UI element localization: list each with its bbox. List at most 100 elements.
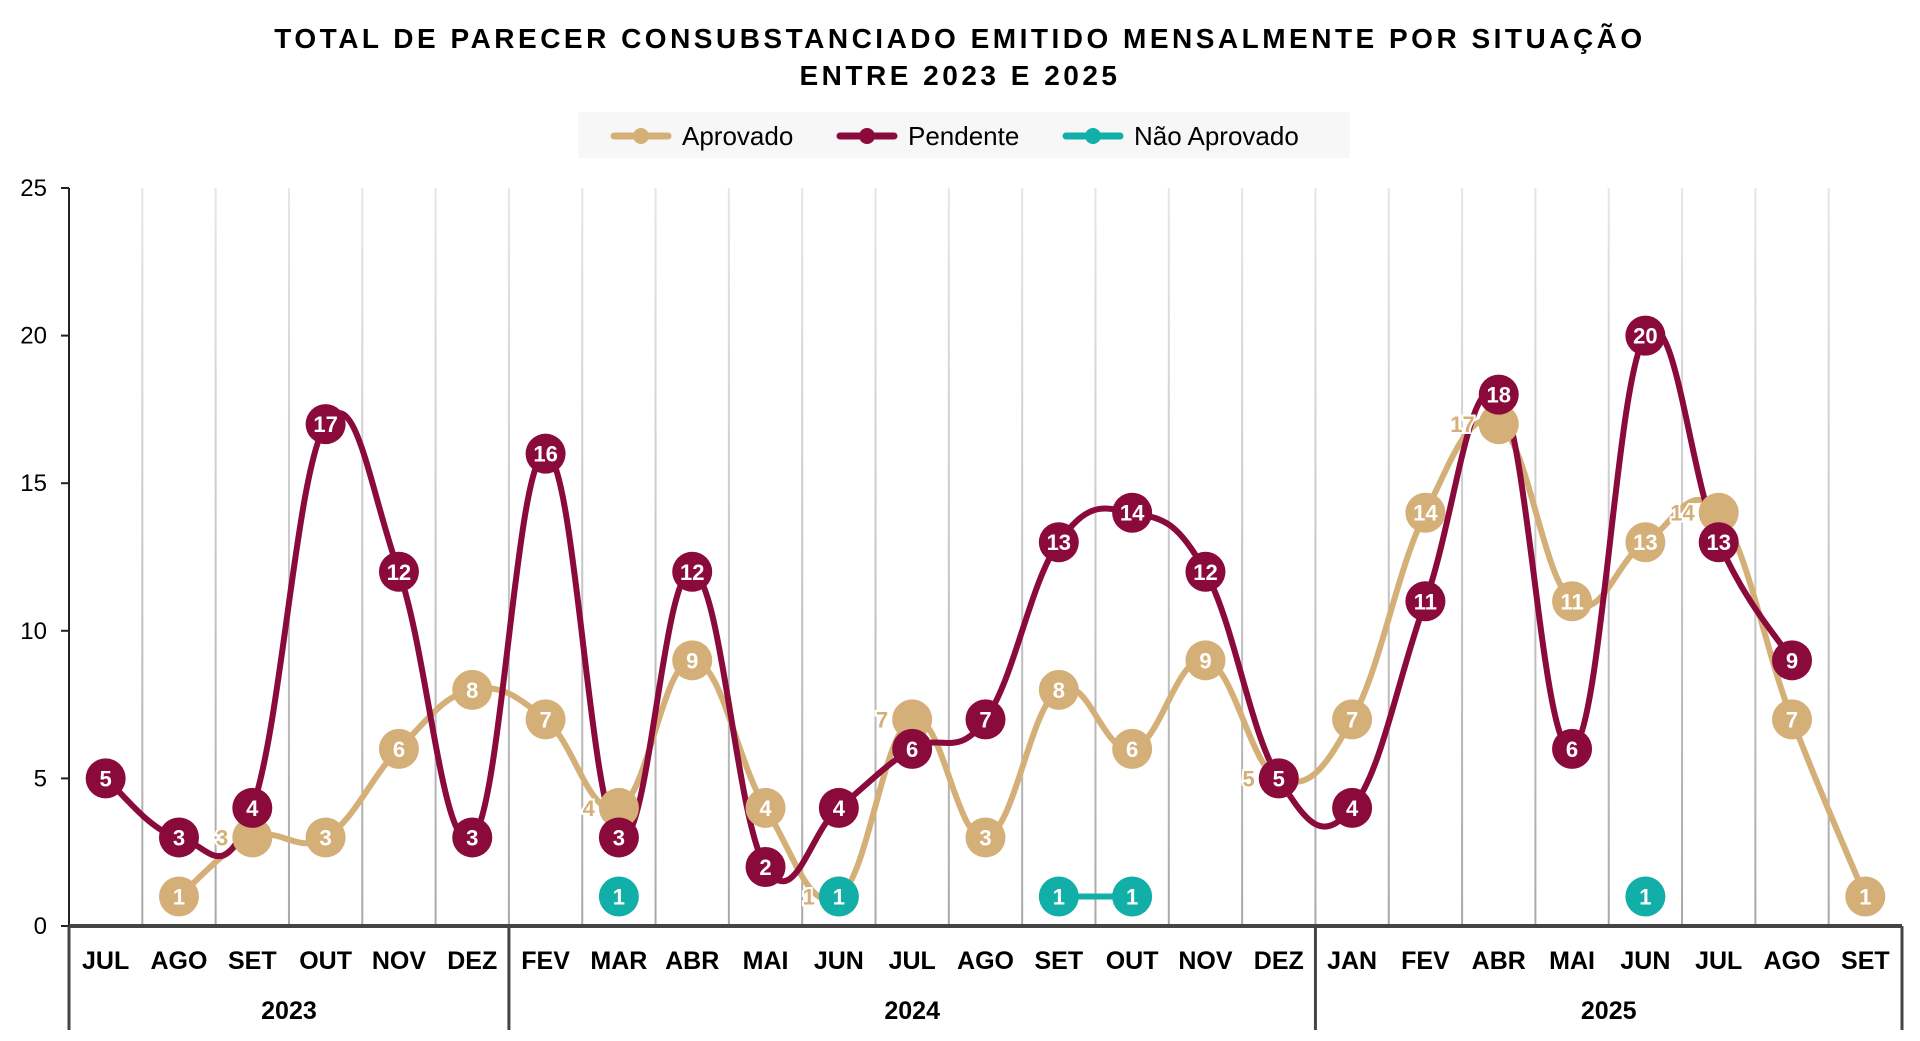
x-tick-label: MAR [590, 947, 647, 975]
marker-pendente [1112, 492, 1153, 533]
data-label-pendente: 12 [1193, 560, 1217, 585]
marker-aprovado [1772, 699, 1813, 740]
gridline [654, 188, 657, 926]
gridline [1534, 188, 1537, 926]
gridline [434, 188, 437, 926]
marker-aprovado [378, 728, 419, 769]
data-label-pendente: 11 [1414, 589, 1437, 614]
data-label-aprovado: 1 [803, 884, 815, 909]
x-tick-label: ABR [665, 947, 719, 975]
data-label-aprovado: 7 [1786, 707, 1798, 732]
legend-label: Pendente [908, 121, 1019, 151]
data-labels: 13 36874941738695714171113147153417123163… [100, 324, 1872, 912]
x-tick-label: JUL [889, 947, 936, 975]
marker-pendente [818, 787, 859, 828]
data-label-pendente: 5 [1273, 766, 1285, 791]
marker-pendente [452, 817, 493, 858]
y-tick-label: 20 [20, 323, 47, 350]
marker-aprovado [525, 699, 566, 740]
data-label-aprovado: 3 [979, 825, 991, 850]
data-label-não-aprovado: 1 [613, 884, 625, 909]
x-tick-label: NOV [1178, 947, 1233, 975]
x-tick-label: MAI [743, 947, 789, 975]
data-label-pendente: 4 [1346, 796, 1359, 821]
x-tick-label: MAI [1549, 947, 1595, 975]
data-label-pendente: 13 [1706, 530, 1730, 555]
year-label: 2023 [261, 997, 317, 1025]
marker-pendente [965, 699, 1006, 740]
data-label-aprovado: 6 [393, 737, 405, 762]
data-label-pendente: 2 [759, 855, 771, 880]
data-label-aprovado: 4 [759, 796, 772, 821]
x-tick-label: FEV [1401, 947, 1450, 975]
gridline [141, 188, 144, 926]
data-label-pendente: 6 [906, 737, 918, 762]
gridline [287, 188, 290, 926]
data-label-pendente: 5 [100, 766, 112, 791]
gridline [361, 188, 364, 926]
chart-subtitle: ENTRE 2023 E 2025 [800, 60, 1121, 91]
marker-aprovado [672, 640, 713, 681]
marker-aprovado [1625, 522, 1666, 563]
data-label-pendente: 14 [1120, 501, 1145, 526]
x-tick-label: OUT [299, 947, 352, 975]
x-tick-label: OUT [1106, 947, 1159, 975]
gridline [581, 188, 584, 926]
data-label-não-aprovado: 1 [1053, 884, 1065, 909]
marker-aprovado [1185, 640, 1226, 681]
marker-pendente [1038, 522, 1079, 563]
data-label-pendente: 13 [1047, 530, 1071, 555]
marker-não-aprovado [818, 876, 859, 917]
data-label-pendente: 6 [1566, 737, 1578, 762]
x-tick-label: JUL [1695, 947, 1742, 975]
gridline [1241, 188, 1244, 926]
data-label-pendente: 3 [613, 825, 625, 850]
marker-pendente [672, 551, 713, 592]
year-label: 2025 [1581, 997, 1637, 1025]
y-tick-label: 0 [34, 913, 47, 940]
legend-item-pendente: Pendente [836, 121, 1019, 151]
gridline [1094, 188, 1097, 926]
x-tick-label: SET [228, 947, 277, 975]
data-label-não-aprovado: 1 [1126, 884, 1138, 909]
marker-aprovado [1112, 728, 1153, 769]
marker-aprovado [598, 787, 639, 828]
marker-pendente [745, 846, 786, 887]
marker-pendente [305, 404, 346, 445]
marker-pendente [1625, 315, 1666, 356]
data-label-pendente: 20 [1633, 324, 1657, 349]
legend-box [578, 112, 1350, 158]
legend-marker [633, 128, 649, 144]
marker-pendente [158, 817, 199, 858]
marker-pendente [1698, 522, 1739, 563]
x-tick-label: DEZ [447, 947, 497, 975]
marker-pendente [232, 787, 273, 828]
data-label-aprovado: 8 [466, 678, 478, 703]
marker-aprovado [158, 876, 199, 917]
y-tick-label: 5 [34, 765, 47, 792]
marker-pendente [1478, 374, 1519, 415]
legend-item-não-aprovado: Não Aprovado [1062, 121, 1299, 151]
data-label-pendente: 18 [1486, 383, 1510, 408]
data-label-aprovado: 17 [1450, 412, 1474, 437]
gridline [507, 188, 510, 926]
gridline [1167, 188, 1170, 926]
data-label-aprovado: 9 [686, 648, 698, 673]
legend: Aprovado Pendente Não Aprovado [610, 121, 1299, 151]
legend-marker [1085, 128, 1101, 144]
data-label-aprovado: 3 [319, 825, 331, 850]
marker-não-aprovado [1625, 876, 1666, 917]
x-tick-label: AGO [957, 947, 1014, 975]
data-label-aprovado: 11 [1560, 589, 1583, 614]
data-label-pendente: 17 [313, 412, 337, 437]
gridlines [141, 188, 1830, 926]
data-label-aprovado: 1 [173, 884, 185, 909]
chart-title: TOTAL DE PARECER CONSUBSTANCIADO EMITIDO… [274, 23, 1645, 54]
marker-não-aprovado [1112, 876, 1153, 917]
series-points [85, 315, 1886, 917]
gridline [1461, 188, 1464, 926]
data-label-aprovado: 9 [1199, 648, 1211, 673]
data-label-aprovado: 8 [1053, 678, 1065, 703]
marker-pendente [892, 728, 933, 769]
